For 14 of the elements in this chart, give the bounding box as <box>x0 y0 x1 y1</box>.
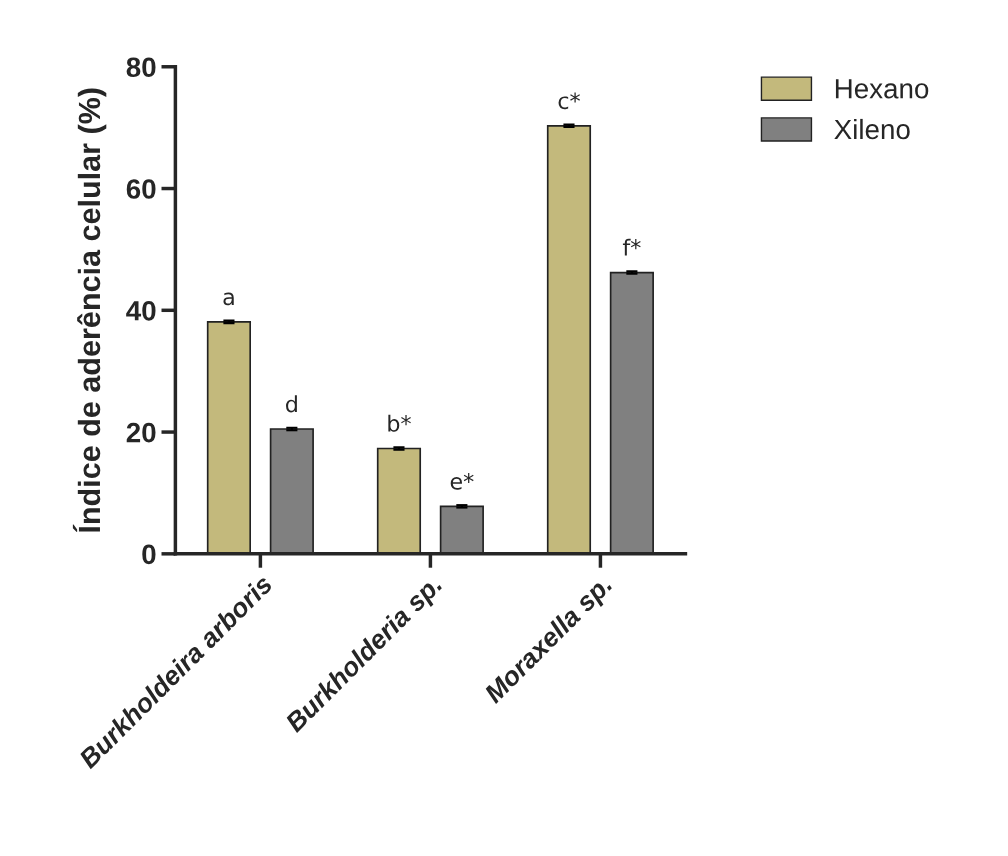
data-label: e* <box>450 472 474 490</box>
data-label: d <box>286 395 297 413</box>
data-label: b* <box>388 414 411 432</box>
data-label: c* <box>558 92 580 110</box>
y-tick-label: 80 <box>126 57 156 78</box>
data-label: f* <box>622 238 641 256</box>
legend-label: Xileno <box>834 118 910 140</box>
y-tick-label: 40 <box>126 300 156 321</box>
y-tick-label: 60 <box>126 179 156 199</box>
y-axis-title: Índice de aderência celular (%) <box>72 88 107 533</box>
data-label: a <box>223 292 234 306</box>
legend-label: Hexano <box>835 79 929 99</box>
y-tick-label: 0 <box>142 544 156 565</box>
y-tick-label: 20 <box>126 422 156 443</box>
